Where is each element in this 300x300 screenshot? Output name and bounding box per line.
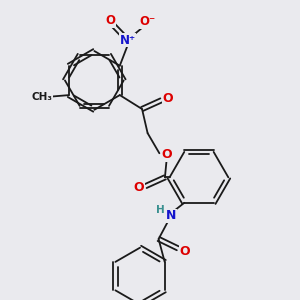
Text: N⁺: N⁺: [119, 34, 136, 46]
Text: H: H: [156, 205, 165, 215]
Text: O: O: [106, 14, 116, 27]
Text: O: O: [179, 245, 190, 258]
Text: CH₃: CH₃: [31, 92, 52, 102]
Text: O: O: [134, 181, 144, 194]
Text: O⁻: O⁻: [140, 15, 156, 28]
Text: N: N: [166, 209, 176, 222]
Text: O: O: [162, 148, 172, 161]
Text: O: O: [163, 92, 173, 105]
